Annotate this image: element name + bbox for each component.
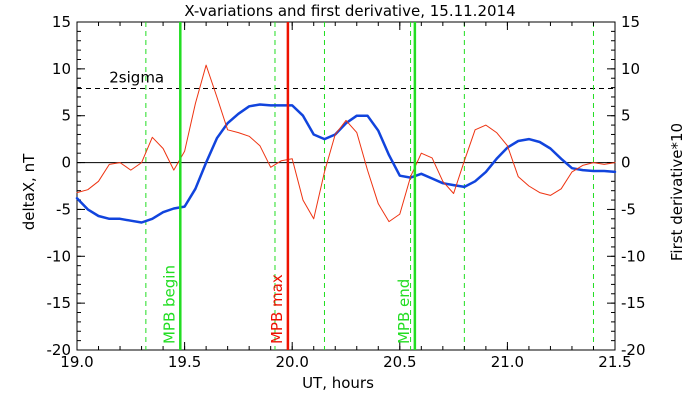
y-axis-title-left: deltaX, nT xyxy=(20,153,38,230)
y-tick-label-right: 0 xyxy=(621,154,631,172)
x-tick-label: 19.5 xyxy=(168,353,201,371)
y-tick-label-right: 5 xyxy=(621,107,631,125)
y-tick-label-right: -5 xyxy=(621,200,636,218)
x-tick-label: 21.5 xyxy=(598,353,631,371)
y-tick-label-left: -20 xyxy=(47,341,72,359)
y-tick-label-left: 0 xyxy=(61,154,71,172)
y-tick-label-right: 10 xyxy=(621,60,640,78)
y-tick-label-right: -10 xyxy=(621,247,646,265)
y-tick-label-left: -15 xyxy=(47,294,72,312)
x-tick-label: 19.0 xyxy=(60,353,93,371)
x-axis-title: UT, hours xyxy=(302,374,374,392)
y-tick-label-left: -5 xyxy=(56,200,71,218)
y-tick-label-left: 15 xyxy=(52,13,71,31)
chart-title: X-variations and first derivative, 15.11… xyxy=(184,2,515,20)
y-tick-label-left: 10 xyxy=(52,60,71,78)
y-tick-label-right: -15 xyxy=(621,294,646,312)
marker-label-1: MPB max xyxy=(268,274,286,344)
y-tick-label-right: -20 xyxy=(621,341,646,359)
series-line-deltaX xyxy=(75,103,617,224)
marker-label-2: MPB end xyxy=(395,279,413,344)
x-tick-label: 21.0 xyxy=(491,353,524,371)
y-tick-label-left: -10 xyxy=(47,247,72,265)
series-line-derivative xyxy=(76,64,616,223)
plot-frame xyxy=(76,21,616,351)
x-tick-label: 20.0 xyxy=(275,353,308,371)
x-tick-label: 20.5 xyxy=(383,353,416,371)
y-tick-label-right: 15 xyxy=(621,13,640,31)
y-tick-label-left: 5 xyxy=(61,107,71,125)
marker-label-0: MPB begin xyxy=(160,265,178,344)
y-axis-title-right: First derivative*10 xyxy=(668,123,686,261)
threshold-label: 2sigma xyxy=(109,69,164,87)
